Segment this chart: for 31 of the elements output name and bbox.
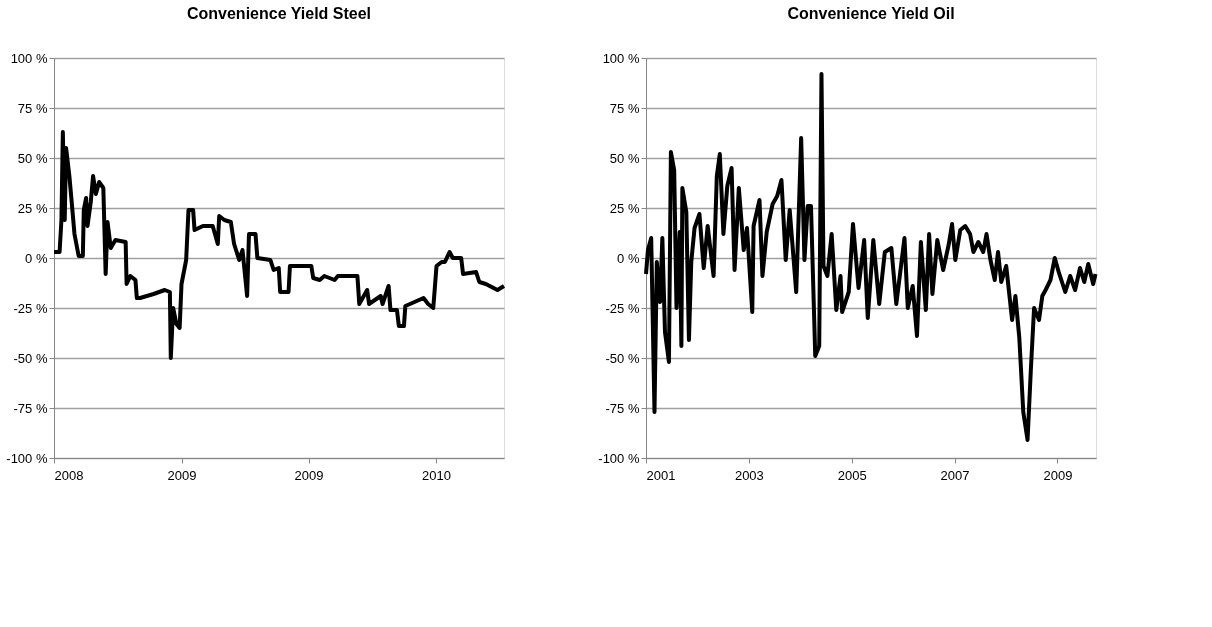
line-series <box>52 130 506 360</box>
y-tick-label: -100 % <box>6 450 48 466</box>
y-tick-label: -75 % <box>13 400 48 416</box>
x-tick-label: 2003 <box>734 467 764 483</box>
chart-title: Convenience Yield Oil <box>787 5 955 22</box>
y-tick-label: -25 % <box>13 300 48 316</box>
y-tick-label: 50 % <box>609 150 640 166</box>
y-tick-label: 0 % <box>617 250 640 266</box>
x-tick-label: 2009 <box>1043 467 1073 483</box>
y-tick-label: 25 % <box>609 200 640 216</box>
line-series <box>644 72 1098 442</box>
y-tick-label: 100 % <box>10 50 48 66</box>
x-tick-label: 2009 <box>167 467 197 483</box>
x-tick-label: 2007 <box>940 467 970 483</box>
y-tick-label: 75 % <box>17 100 48 116</box>
y-tick-label: -75 % <box>605 400 640 416</box>
x-tick-label: 2001 <box>646 467 676 483</box>
y-tick-label: 50 % <box>17 150 48 166</box>
x-tick-label: 2005 <box>837 467 867 483</box>
x-tick-label: 2008 <box>54 467 84 483</box>
y-tick-label: 0 % <box>25 250 48 266</box>
x-tick-label: 2009 <box>294 467 324 483</box>
y-tick-label: 75 % <box>609 100 640 116</box>
y-tick-label: 25 % <box>17 200 48 216</box>
chart-title: Convenience Yield Steel <box>186 5 372 22</box>
y-tick-label: -50 % <box>605 350 640 366</box>
y-tick-label: -100 % <box>598 450 640 466</box>
y-tick-label: 100 % <box>602 50 640 66</box>
y-tick-label: -25 % <box>605 300 640 316</box>
y-tick-label: -50 % <box>13 350 48 366</box>
x-tick-label: 2010 <box>422 467 452 483</box>
